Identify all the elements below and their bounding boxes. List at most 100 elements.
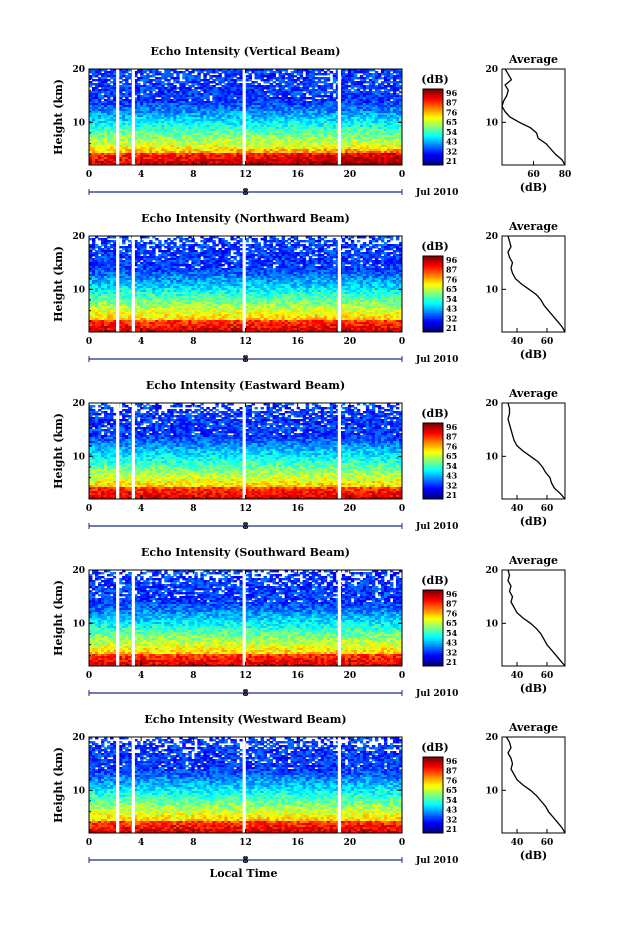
heatmap-cell — [143, 101, 147, 104]
heatmap-cell — [398, 71, 403, 74]
heatmap-cell — [164, 113, 168, 116]
heatmap-cell — [206, 117, 210, 120]
heatmap-cell — [380, 77, 385, 80]
heatmap-cell — [377, 143, 382, 146]
heatmap-cell — [275, 107, 280, 110]
heatmap-cell — [296, 105, 301, 108]
heatmap-cell — [311, 73, 316, 76]
heatmap-cell — [122, 147, 126, 150]
heatmap-cell — [245, 83, 249, 86]
heatmap-cell — [293, 113, 298, 116]
heatmap-cell — [236, 137, 240, 140]
heatmap-cell — [341, 121, 346, 124]
heatmap-cell — [329, 83, 334, 86]
heatmap-cell — [182, 141, 186, 144]
heatmap-cell — [188, 73, 192, 76]
heatmap-cell — [89, 69, 93, 72]
heatmap-cell — [155, 125, 159, 128]
heatmap-cell — [344, 99, 349, 102]
heatmap-cell — [377, 117, 382, 120]
heatmap-cell — [365, 125, 370, 128]
heatmap-cell — [191, 91, 195, 94]
heatmap-cell — [335, 121, 340, 124]
heatmap-cell — [320, 123, 325, 126]
heatmap-cell — [212, 71, 216, 74]
heatmap-cell — [113, 79, 117, 82]
heatmap-cell — [179, 129, 183, 132]
heatmap-cell — [323, 77, 328, 80]
heatmap-cell — [353, 75, 358, 78]
heatmap-cell — [278, 81, 283, 84]
heatmap-cell — [287, 137, 292, 140]
heatmap-cell — [239, 109, 243, 112]
heatmap-cell — [140, 115, 144, 118]
heatmap-cell — [104, 83, 108, 86]
heatmap-cell — [392, 131, 397, 134]
heatmap-cell — [314, 101, 319, 104]
heatmap-cell — [233, 238, 237, 241]
heatmap-cell — [392, 95, 397, 98]
heatmap-cell — [302, 87, 307, 90]
heatmap-cell — [98, 71, 102, 74]
heatmap-cell — [371, 141, 376, 144]
date-tick-label: 8 — [242, 188, 248, 198]
colorbar-label: (dB) — [421, 73, 448, 86]
heatmap-cell — [323, 143, 328, 146]
heatmap-cell — [260, 85, 264, 88]
heatmap-cell — [362, 95, 367, 98]
heatmap-cell — [236, 145, 240, 148]
heatmap-cell — [371, 79, 376, 82]
heatmap-cell — [383, 115, 388, 118]
heatmap-cell — [254, 141, 258, 144]
heatmap-cell — [356, 91, 361, 94]
heatmap-cell — [293, 135, 298, 138]
heatmap-cell — [377, 121, 382, 124]
heatmap-cell — [386, 93, 391, 96]
heatmap-cell — [146, 117, 150, 120]
heatmap-cell — [281, 93, 286, 96]
heatmap-cell — [281, 101, 286, 104]
heatmap-cell — [182, 101, 186, 104]
heatmap-cell — [179, 89, 183, 92]
heatmap-cell — [386, 141, 391, 144]
heatmap-cell — [182, 131, 186, 134]
heatmap-cell — [179, 147, 183, 150]
heatmap-cell — [305, 97, 310, 100]
colorbar-tick-label: 96 — [446, 88, 458, 98]
heatmap-cell — [278, 79, 283, 82]
heatmap-cell — [245, 91, 249, 94]
heatmap-cell — [179, 91, 183, 94]
heatmap-cell — [320, 81, 325, 84]
heatmap-cell — [152, 135, 156, 138]
heatmap-cell — [305, 119, 310, 122]
heatmap-cell — [149, 89, 153, 92]
heatmap-cell — [263, 99, 267, 102]
heatmap-cell — [125, 99, 129, 102]
heatmap-cell — [392, 123, 397, 126]
heatmap-cell — [260, 87, 264, 90]
heatmap-cell — [398, 135, 403, 138]
heatmap-cell — [191, 111, 195, 114]
heatmap-cell — [335, 71, 340, 74]
heatmap-cell — [263, 113, 267, 116]
heatmap-cell — [254, 123, 258, 126]
heatmap-cell — [164, 135, 168, 138]
heatmap-cell — [197, 99, 201, 102]
heatmap-cell — [104, 91, 108, 94]
heatmap-cell — [365, 115, 370, 118]
profile-x-label: (dB) — [520, 181, 547, 194]
heatmap-cell — [224, 85, 228, 88]
heatmap-cell — [152, 89, 156, 92]
heatmap-cell — [377, 95, 382, 98]
heatmap-cell — [188, 119, 192, 122]
heatmap-cell — [122, 85, 126, 88]
heatmap-cell — [227, 75, 231, 78]
heatmap-cell — [266, 91, 270, 94]
heatmap-cell — [239, 71, 243, 74]
heatmap-cell — [272, 113, 276, 116]
heatmap-cell — [206, 107, 210, 110]
heatmap-cell — [356, 131, 361, 134]
heatmap-cell — [254, 93, 258, 96]
heatmap-cell — [149, 103, 153, 106]
heatmap-cell — [335, 85, 340, 88]
